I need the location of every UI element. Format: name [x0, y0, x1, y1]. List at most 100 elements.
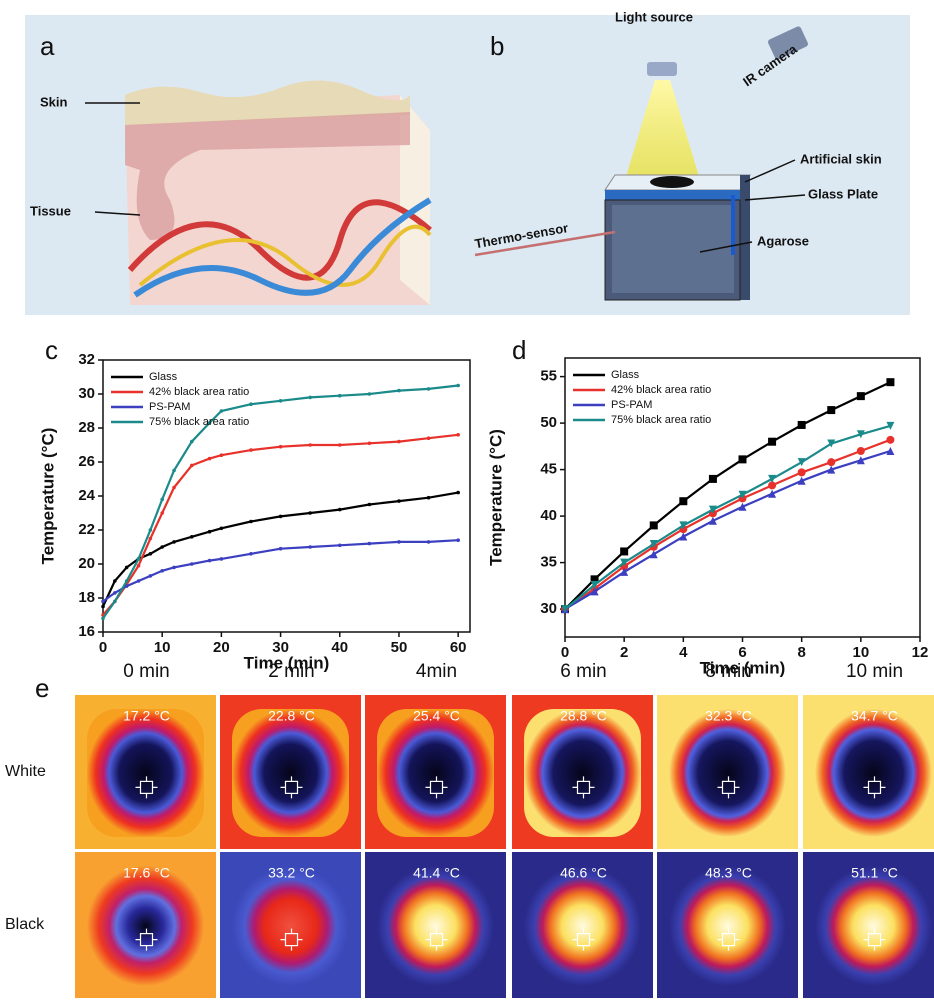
y-axis-label: Temperature (°C): [486, 429, 505, 566]
y-tick-label: 35: [540, 554, 557, 571]
point: [220, 557, 224, 561]
point: [456, 384, 460, 388]
point: [249, 448, 253, 452]
thermal-spot: [815, 866, 932, 986]
thermal-spot: [524, 866, 641, 986]
marker: [827, 458, 835, 466]
point: [338, 508, 342, 512]
data-line: [565, 451, 890, 609]
marker: [709, 517, 717, 525]
marker: [739, 455, 747, 463]
panel-label: d: [512, 335, 526, 365]
thermal-spot: [669, 709, 786, 837]
temperature-reading: 25.4 °C: [413, 708, 460, 724]
marker: [798, 468, 806, 476]
point: [220, 453, 224, 457]
point: [456, 491, 460, 495]
point: [220, 527, 224, 531]
thermal-spot: [815, 709, 932, 837]
point: [427, 436, 431, 440]
marker: [886, 378, 894, 386]
x-tick-label: 50: [391, 639, 408, 656]
figure: a Skin Tissue b Light source IR camera A…: [0, 0, 934, 999]
y-tick-label: 20: [78, 555, 95, 572]
legend-label: Glass: [149, 371, 178, 383]
column-label: 0 min: [123, 661, 169, 682]
point: [368, 392, 372, 396]
point: [172, 540, 176, 544]
point: [190, 535, 194, 539]
data-line: [103, 435, 458, 615]
point: [308, 396, 312, 400]
point: [308, 545, 312, 549]
legend-label: PS-PAM: [149, 401, 190, 413]
point: [149, 574, 153, 578]
point: [149, 552, 153, 556]
panel-label: c: [45, 335, 58, 365]
x-tick-label: 2: [620, 644, 628, 661]
point: [208, 457, 212, 461]
point: [137, 564, 141, 568]
point: [137, 557, 141, 561]
temperature-reading: 17.6 °C: [123, 865, 170, 881]
y-tick-label: 32: [78, 351, 95, 368]
panel-label: a: [40, 31, 55, 61]
point: [308, 511, 312, 515]
part-label: Tissue: [30, 203, 71, 218]
point: [172, 486, 176, 490]
point: [190, 464, 194, 468]
x-tick-label: 8: [797, 644, 805, 661]
marker: [798, 421, 806, 429]
thermal-spot: [524, 709, 641, 837]
thermal-spot: [232, 866, 349, 986]
point: [338, 544, 342, 548]
point: [279, 399, 283, 403]
x-tick-label: 12: [912, 644, 929, 661]
temperature-reading: 33.2 °C: [268, 865, 315, 881]
x-tick-label: 40: [331, 639, 348, 656]
point: [101, 600, 105, 604]
point: [249, 552, 253, 556]
point: [338, 443, 342, 447]
marker: [739, 503, 747, 511]
y-tick-label: 28: [78, 419, 95, 436]
point: [101, 605, 105, 609]
temperature-reading: 22.8 °C: [268, 708, 315, 724]
point: [308, 443, 312, 447]
x-tick-label: 0: [561, 644, 569, 661]
point: [368, 442, 372, 446]
point: [279, 445, 283, 449]
part-label: Light source: [615, 9, 693, 24]
row-label: White: [5, 763, 46, 780]
point: [149, 528, 153, 532]
y-tick-label: 50: [540, 414, 557, 431]
y-tick-label: 24: [78, 487, 95, 504]
point: [208, 559, 212, 563]
part-label: Artificial skin: [800, 151, 882, 166]
point: [338, 394, 342, 398]
thermal-spot: [377, 709, 494, 837]
marker: [650, 521, 658, 529]
x-tick-label: 10: [154, 639, 171, 656]
column-label: 4min: [416, 661, 457, 682]
point: [456, 433, 460, 437]
x-tick-label: 4: [679, 644, 688, 661]
point: [249, 520, 253, 524]
legend-label: 42% black area ratio: [611, 384, 711, 396]
x-tick-label: 60: [450, 639, 467, 656]
data-line: [565, 440, 890, 609]
marker: [768, 438, 776, 446]
column-label: 2 min: [268, 661, 314, 682]
point: [427, 540, 431, 544]
y-tick-label: 45: [540, 461, 557, 478]
thermal-spot: [232, 709, 349, 837]
point: [368, 503, 372, 507]
column-label: 8 min: [705, 661, 751, 682]
thermal-spot: [669, 866, 786, 986]
legend-label: PS-PAM: [611, 399, 652, 411]
point: [160, 569, 164, 573]
point: [397, 540, 401, 544]
temperature-reading: 28.8 °C: [560, 708, 607, 724]
temperature-reading: 34.7 °C: [851, 708, 898, 724]
x-tick-label: 0: [99, 639, 107, 656]
